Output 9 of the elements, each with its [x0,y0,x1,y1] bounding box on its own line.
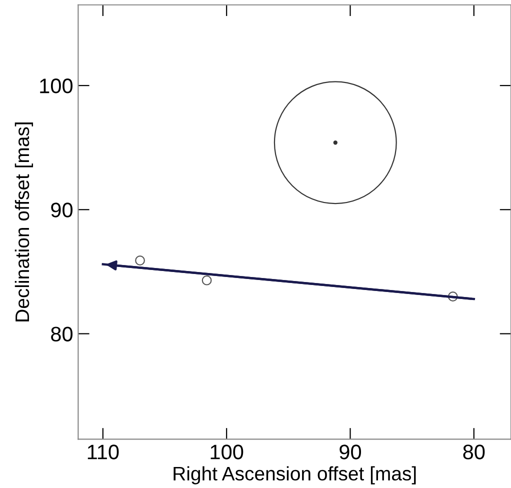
y-tick-label: 100 [40,78,73,94]
y-tick-label: 80 [51,326,73,342]
x-tick-label: 110 [88,444,119,460]
x-tick-label: 90 [340,444,362,460]
y-axis-title: Declination offset [mas] [14,122,34,322]
x-tick-label: 100 [210,444,244,460]
x-tick-label: 80 [463,444,485,460]
x-axis-title: Right Ascension offset [mas] [174,466,416,484]
y-tick-label: 90 [51,202,73,218]
